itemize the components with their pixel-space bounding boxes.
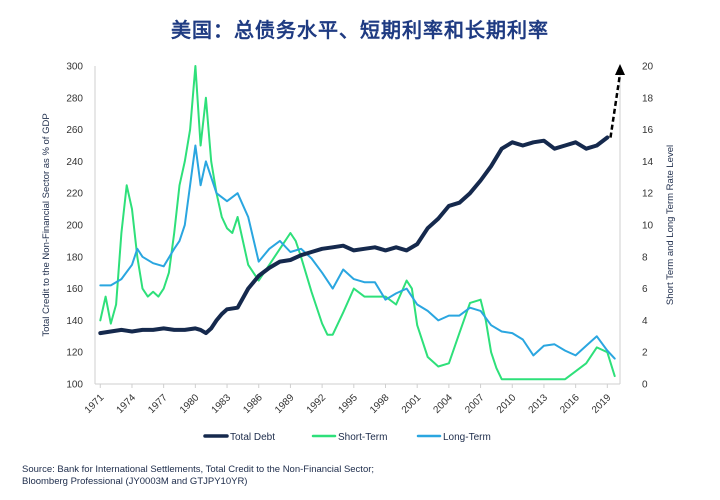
- x-tick-label: 1989: [273, 392, 297, 416]
- legend-label-long-term: Long-Term: [443, 432, 491, 443]
- y-left-tick-label: 160: [66, 284, 83, 295]
- x-tick-label: 2004: [431, 392, 455, 416]
- y-right-axis-title: Short Term and Long Term Rate Level: [665, 145, 676, 305]
- x-tick-label: 2001: [400, 392, 424, 416]
- y-right-tick-label: 12: [642, 189, 654, 200]
- y-right-tick-label: 4: [642, 316, 648, 327]
- y-right-tick-label: 8: [642, 252, 648, 263]
- x-tick-label: 1998: [368, 392, 392, 416]
- x-tick-label: 2019: [590, 392, 614, 416]
- x-tick-label: 2010: [495, 392, 519, 416]
- x-tick-label: 2016: [558, 392, 582, 416]
- x-tick-label: 1971: [83, 392, 107, 416]
- series-line-total-debt: [98, 135, 610, 336]
- y-right-tick-label: 14: [642, 157, 654, 168]
- y-left-tick-label: 180: [66, 252, 83, 263]
- source-note: Source: Bank for International Settlemen…: [22, 464, 374, 488]
- x-tick-label: 2007: [463, 392, 487, 416]
- y-left-tick-label: 200: [66, 221, 83, 232]
- x-tick-label: 1980: [178, 392, 202, 416]
- x-tick-label: 1995: [336, 392, 360, 416]
- x-tick-label: 1983: [210, 392, 234, 416]
- y-left-tick-label: 120: [66, 348, 83, 359]
- y-left-tick-label: 220: [66, 189, 83, 200]
- x-tick-label: 1977: [146, 392, 170, 416]
- projection-arrowhead: [615, 64, 625, 75]
- x-tick-label: 1992: [305, 392, 329, 416]
- series-line-long-term: [99, 144, 616, 360]
- y-right-tick-label: 0: [642, 380, 648, 391]
- legend: Total Debt Short-Term Long-Term: [203, 432, 491, 443]
- y-right-tick-label: 18: [642, 93, 654, 104]
- series-line-short-term: [99, 65, 616, 381]
- legend-label-total-debt: Total Debt: [230, 432, 275, 443]
- x-tick-label: 1986: [241, 392, 265, 416]
- y-right-tick-label: 10: [642, 221, 654, 232]
- projection-dashed-line: [609, 73, 622, 138]
- legend-label-short-term: Short-Term: [338, 432, 387, 443]
- y-left-tick-label: 100: [66, 380, 83, 391]
- y-left-tick-label: 280: [66, 93, 83, 104]
- source-line-1: Source: Bank for International Settlemen…: [22, 464, 375, 475]
- y-right-tick-label: 16: [642, 125, 654, 136]
- y-left-tick-label: 260: [66, 125, 83, 136]
- y-left-tick-label: 300: [66, 62, 83, 73]
- y-left-tick-label: 140: [66, 316, 83, 327]
- y-right-tick-label: 20: [642, 62, 654, 73]
- source-line-2: Bloomberg Professional (JY0003M and GTJP…: [22, 476, 248, 487]
- x-tick-label: 2013: [527, 392, 551, 416]
- y-right-tick-label: 6: [642, 284, 648, 295]
- y-left-tick-label: 240: [66, 157, 83, 168]
- series-layer: [98, 64, 625, 381]
- x-tick-label: 1974: [115, 392, 139, 416]
- y-right-tick-label: 2: [642, 348, 648, 359]
- chart-title: 美国：总债务水平、短期利率和长期利率: [171, 18, 549, 42]
- y-left-axis-title: Total Credit to the Non-Financial Sector…: [41, 113, 52, 336]
